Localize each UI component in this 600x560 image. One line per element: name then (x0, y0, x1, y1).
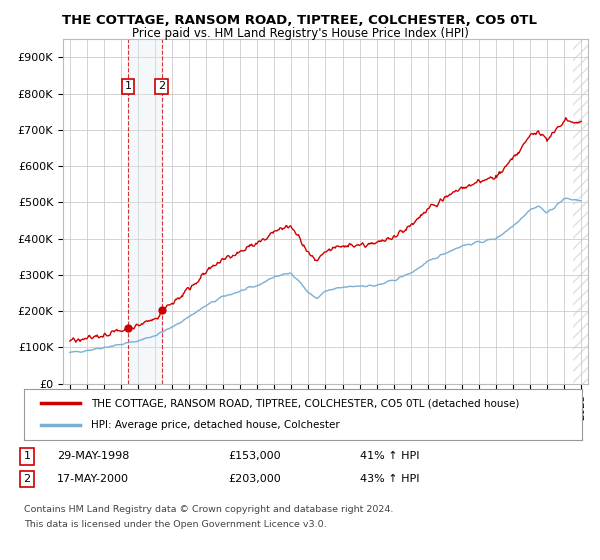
Text: THE COTTAGE, RANSOM ROAD, TIPTREE, COLCHESTER, CO5 0TL (detached house): THE COTTAGE, RANSOM ROAD, TIPTREE, COLCH… (91, 398, 520, 408)
Text: 41% ↑ HPI: 41% ↑ HPI (360, 451, 419, 461)
Text: THE COTTAGE, RANSOM ROAD, TIPTREE, COLCHESTER, CO5 0TL: THE COTTAGE, RANSOM ROAD, TIPTREE, COLCH… (62, 14, 538, 27)
Text: 43% ↑ HPI: 43% ↑ HPI (360, 474, 419, 484)
Text: 29-MAY-1998: 29-MAY-1998 (57, 451, 130, 461)
Text: 1: 1 (124, 81, 131, 91)
Text: 2: 2 (158, 81, 165, 91)
Text: 2: 2 (23, 474, 31, 484)
Text: £153,000: £153,000 (228, 451, 281, 461)
Text: This data is licensed under the Open Government Licence v3.0.: This data is licensed under the Open Gov… (24, 520, 326, 529)
Text: Contains HM Land Registry data © Crown copyright and database right 2024.: Contains HM Land Registry data © Crown c… (24, 505, 394, 514)
Text: Price paid vs. HM Land Registry's House Price Index (HPI): Price paid vs. HM Land Registry's House … (131, 27, 469, 40)
Text: 17-MAY-2000: 17-MAY-2000 (57, 474, 129, 484)
Bar (128, 39, 161, 384)
Text: 1: 1 (23, 451, 31, 461)
Text: HPI: Average price, detached house, Colchester: HPI: Average price, detached house, Colc… (91, 421, 340, 431)
Text: £203,000: £203,000 (228, 474, 281, 484)
